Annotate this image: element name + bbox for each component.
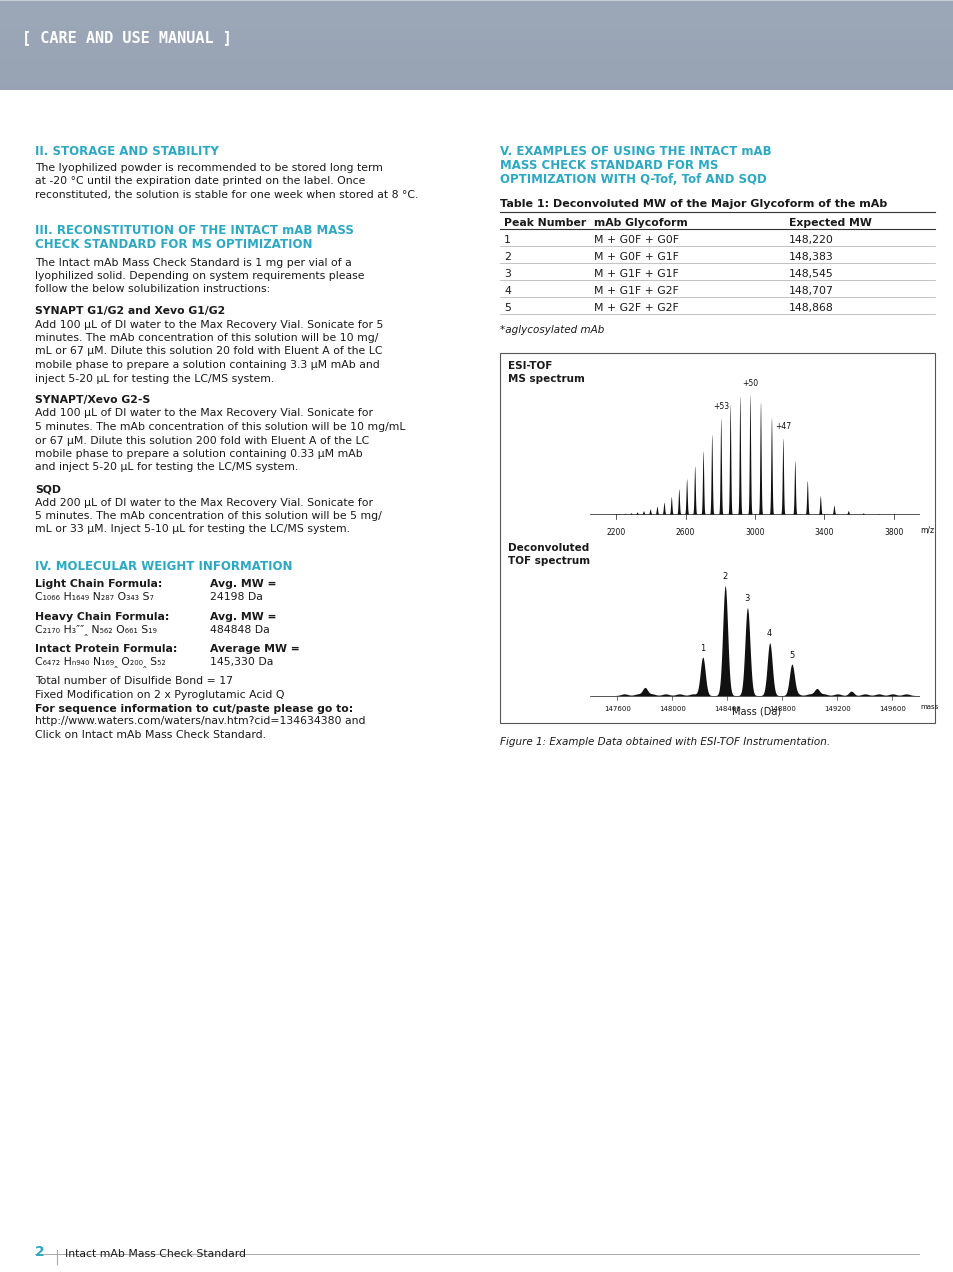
Text: M + G2F + G2F: M + G2F + G2F — [594, 303, 678, 313]
Text: 148,220: 148,220 — [788, 235, 833, 245]
Text: at -20 °C until the expiration date printed on the label. Once: at -20 °C until the expiration date prin… — [35, 177, 365, 187]
Text: Light Chain Formula:: Light Chain Formula: — [35, 579, 162, 589]
Text: 1: 1 — [503, 235, 511, 245]
Text: Table 1: Deconvoluted MW of the Major Glycoform of the mAb: Table 1: Deconvoluted MW of the Major Gl… — [499, 198, 886, 209]
Text: 4: 4 — [503, 286, 511, 296]
Text: 1: 1 — [700, 644, 704, 653]
Text: 145,330 Da: 145,330 Da — [210, 658, 274, 668]
Text: Click on Intact mAb Mass Check Standard.: Click on Intact mAb Mass Check Standard. — [35, 730, 266, 739]
Text: MASS CHECK STANDARD FOR MS: MASS CHECK STANDARD FOR MS — [499, 159, 718, 172]
Text: M + G1F + G2F: M + G1F + G2F — [594, 286, 678, 296]
Text: Deconvoluted: Deconvoluted — [507, 543, 589, 553]
Text: SYNAPT G1/G2 and Xevo G1/G2: SYNAPT G1/G2 and Xevo G1/G2 — [35, 307, 225, 315]
Text: C₆₄₇₂ Hₙ₉₄₀ N₁₆₉‸ O₂₀₀‸ S₅₂: C₆₄₇₂ Hₙ₉₄₀ N₁₆₉‸ O₂₀₀‸ S₅₂ — [35, 658, 166, 669]
Text: The Intact mAb Mass Check Standard is 1 mg per vial of a: The Intact mAb Mass Check Standard is 1 … — [35, 257, 352, 267]
Text: *aglycosylated mAb: *aglycosylated mAb — [499, 326, 604, 335]
Text: ESI-TOF: ESI-TOF — [507, 361, 552, 371]
Text: V. EXAMPLES OF USING THE INTACT mAB: V. EXAMPLES OF USING THE INTACT mAB — [499, 145, 771, 158]
Text: 5 minutes. The mAb concentration of this solution will be 5 mg/: 5 minutes. The mAb concentration of this… — [35, 511, 381, 522]
Text: inject 5-20 μL for testing the LC/MS system.: inject 5-20 μL for testing the LC/MS sys… — [35, 374, 274, 383]
Text: 148800: 148800 — [768, 706, 795, 712]
Text: mL or 33 μM. Inject 5-10 μL for testing the LC/MS system.: mL or 33 μM. Inject 5-10 μL for testing … — [35, 524, 350, 534]
Text: 147600: 147600 — [603, 706, 630, 712]
Text: TOF spectrum: TOF spectrum — [507, 556, 590, 566]
Text: 149200: 149200 — [823, 706, 850, 712]
Text: and inject 5-20 μL for testing the LC/MS system.: and inject 5-20 μL for testing the LC/MS… — [35, 463, 298, 472]
Text: Expected MW: Expected MW — [788, 218, 871, 228]
Text: Fixed Modification on 2 x Pyroglutamic Acid Q: Fixed Modification on 2 x Pyroglutamic A… — [35, 689, 284, 700]
Text: +50: +50 — [741, 379, 758, 388]
Text: 4: 4 — [766, 630, 772, 639]
Text: M + G1F + G1F: M + G1F + G1F — [594, 268, 678, 279]
Text: Mass (Da): Mass (Da) — [732, 707, 781, 717]
Text: II. STORAGE AND STABILITY: II. STORAGE AND STABILITY — [35, 145, 218, 158]
Text: 2600: 2600 — [675, 528, 695, 537]
Text: Intact mAb Mass Check Standard: Intact mAb Mass Check Standard — [65, 1249, 246, 1259]
Text: mobile phase to prepare a solution containing 0.33 μM mAb: mobile phase to prepare a solution conta… — [35, 449, 362, 459]
Text: [ CARE AND USE MANUAL ]: [ CARE AND USE MANUAL ] — [22, 31, 232, 46]
Text: 2: 2 — [721, 572, 727, 581]
Text: minutes. The mAb concentration of this solution will be 10 mg/: minutes. The mAb concentration of this s… — [35, 333, 378, 343]
Text: The lyophilized powder is recommended to be stored long term: The lyophilized powder is recommended to… — [35, 163, 382, 173]
Bar — [499, 354, 934, 722]
Text: 148,383: 148,383 — [788, 252, 833, 262]
Text: 148000: 148000 — [659, 706, 685, 712]
Text: 5 minutes. The mAb concentration of this solution will be 10 mg/mL: 5 minutes. The mAb concentration of this… — [35, 422, 405, 432]
Text: Total number of Disulfide Bond = 17: Total number of Disulfide Bond = 17 — [35, 675, 233, 686]
Text: lyophilized solid. Depending on system requirements please: lyophilized solid. Depending on system r… — [35, 271, 364, 281]
Text: m/z: m/z — [919, 525, 933, 536]
Text: 3800: 3800 — [883, 528, 902, 537]
Text: For sequence information to cut/paste please go to:: For sequence information to cut/paste pl… — [35, 703, 353, 714]
Text: Add 100 μL of DI water to the Max Recovery Vial. Sonicate for 5: Add 100 μL of DI water to the Max Recove… — [35, 319, 383, 329]
Text: 3: 3 — [503, 268, 511, 279]
Text: follow the below solubilization instructions:: follow the below solubilization instruct… — [35, 285, 270, 295]
Text: 148400: 148400 — [714, 706, 740, 712]
Text: 148,545: 148,545 — [788, 268, 833, 279]
Text: or 67 μM. Dilute this solution 200 fold with Eluent A of the LC: or 67 μM. Dilute this solution 200 fold … — [35, 435, 369, 445]
Text: Average MW =: Average MW = — [210, 644, 299, 654]
Text: 484848 Da: 484848 Da — [210, 625, 270, 635]
Text: 5: 5 — [788, 651, 794, 660]
Text: mL or 67 μM. Dilute this solution 20 fold with Eluent A of the LC: mL or 67 μM. Dilute this solution 20 fol… — [35, 346, 382, 356]
Text: Avg. MW =: Avg. MW = — [210, 579, 276, 589]
Text: Intact Protein Formula:: Intact Protein Formula: — [35, 644, 177, 654]
Text: reconstituted, the solution is stable for one week when stored at 8 °C.: reconstituted, the solution is stable fo… — [35, 190, 418, 200]
Text: Avg. MW =: Avg. MW = — [210, 612, 276, 622]
Text: 3000: 3000 — [744, 528, 764, 537]
Text: Add 200 μL of DI water to the Max Recovery Vial. Sonicate for: Add 200 μL of DI water to the Max Recove… — [35, 497, 373, 508]
Text: C₂₁₇₀ H₃″″‸ N₅₆₂ O₆₆₁ S₁₉: C₂₁₇₀ H₃″″‸ N₅₆₂ O₆₆₁ S₁₉ — [35, 625, 156, 636]
Text: 3400: 3400 — [814, 528, 833, 537]
Text: mass: mass — [919, 705, 937, 710]
Text: 2200: 2200 — [606, 528, 625, 537]
Text: 148,868: 148,868 — [788, 303, 833, 313]
Text: Heavy Chain Formula:: Heavy Chain Formula: — [35, 612, 170, 622]
Text: 148,707: 148,707 — [788, 286, 833, 296]
Text: 2: 2 — [35, 1245, 45, 1259]
Text: mobile phase to prepare a solution containing 3.3 μM mAb and: mobile phase to prepare a solution conta… — [35, 360, 379, 370]
Text: C₁₀₆₆ H₁₆₄₉ N₂₈₇ O₃₄₃ S₇: C₁₀₆₆ H₁₆₄₉ N₂₈₇ O₃₄₃ S₇ — [35, 593, 153, 603]
Text: Add 100 μL of DI water to the Max Recovery Vial. Sonicate for: Add 100 μL of DI water to the Max Recove… — [35, 408, 373, 418]
Text: 3: 3 — [744, 594, 749, 603]
Text: CHECK STANDARD FOR MS OPTIMIZATION: CHECK STANDARD FOR MS OPTIMIZATION — [35, 238, 313, 251]
Text: SYNAPT/Xevo G2-S: SYNAPT/Xevo G2-S — [35, 396, 150, 404]
Text: 5: 5 — [503, 303, 511, 313]
Text: 2: 2 — [503, 252, 511, 262]
Text: 149600: 149600 — [878, 706, 905, 712]
Text: M + G0F + G0F: M + G0F + G0F — [594, 235, 679, 245]
Text: +47: +47 — [774, 422, 790, 431]
Text: 24198 Da: 24198 Da — [210, 593, 263, 603]
Text: mAb Glycoform: mAb Glycoform — [594, 218, 687, 228]
Text: III. RECONSTITUTION OF THE INTACT mAB MASS: III. RECONSTITUTION OF THE INTACT mAB MA… — [35, 224, 354, 237]
Text: MS spectrum: MS spectrum — [507, 374, 584, 384]
Text: IV. MOLECULAR WEIGHT INFORMATION: IV. MOLECULAR WEIGHT INFORMATION — [35, 560, 293, 572]
Text: SQD: SQD — [35, 485, 61, 494]
Text: OPTIMIZATION WITH Q-Tof, Tof AND SQD: OPTIMIZATION WITH Q-Tof, Tof AND SQD — [499, 173, 766, 186]
Text: Figure 1: Example Data obtained with ESI-TOF Instrumentation.: Figure 1: Example Data obtained with ESI… — [499, 736, 829, 747]
Text: Peak Number: Peak Number — [503, 218, 586, 228]
Text: +53: +53 — [712, 402, 728, 411]
Text: http://www.waters.com/waters/nav.htm?cid=134634380 and: http://www.waters.com/waters/nav.htm?cid… — [35, 716, 365, 726]
Text: M + G0F + G1F: M + G0F + G1F — [594, 252, 679, 262]
